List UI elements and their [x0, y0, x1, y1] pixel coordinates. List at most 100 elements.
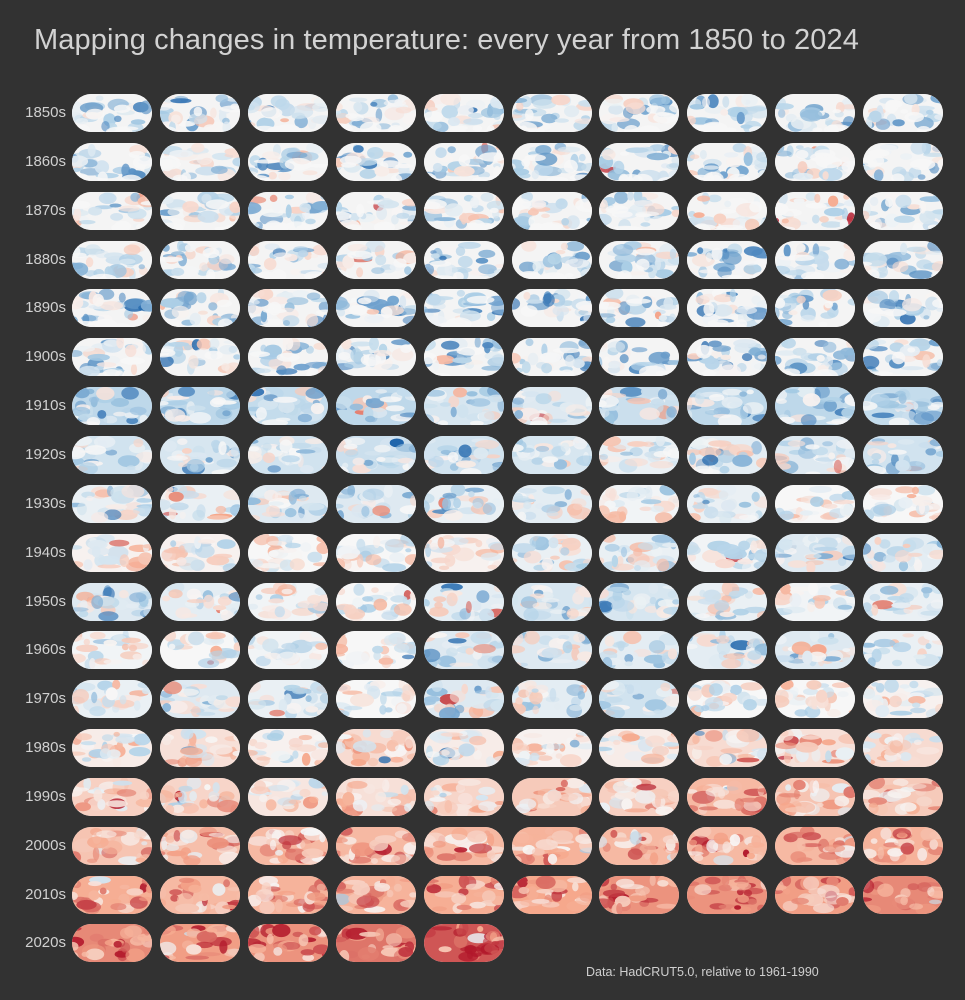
year-map-2024 [423, 924, 504, 963]
year-map-1928 [775, 435, 856, 474]
year-map-svg [72, 680, 152, 719]
year-map-1880 [72, 240, 152, 279]
year-map-svg [335, 240, 416, 279]
year-map-1954 [423, 582, 504, 621]
year-map-2011 [159, 875, 240, 914]
decade-label: 1910s [25, 397, 66, 415]
year-map-svg [423, 338, 504, 377]
year-map-1980 [72, 729, 152, 768]
year-map-svg [687, 435, 768, 474]
year-map-svg [863, 533, 944, 572]
year-map-svg [687, 94, 768, 132]
year-map-svg [511, 729, 592, 768]
year-map-svg [687, 729, 768, 768]
year-map-svg [247, 875, 328, 914]
year-map-1878 [775, 191, 856, 230]
year-map-1876 [599, 191, 680, 230]
year-map-2022 [247, 924, 328, 963]
year-map-svg [687, 826, 768, 865]
year-map-1977 [687, 680, 768, 719]
year-map-1881 [159, 240, 240, 279]
year-map-1937 [687, 484, 768, 523]
year-map-svg [335, 777, 416, 816]
year-map-svg [599, 191, 680, 230]
year-map-1907 [687, 338, 768, 377]
year-map-2000 [72, 826, 152, 865]
year-map-2007 [687, 826, 768, 865]
year-map-svg [599, 484, 680, 523]
year-map-svg [687, 338, 768, 377]
year-map-1957 [687, 582, 768, 621]
year-map-svg [423, 533, 504, 572]
year-map-svg [511, 289, 592, 328]
year-map-svg [247, 680, 328, 719]
year-map-svg [775, 680, 856, 719]
year-map-2009 [863, 826, 944, 865]
year-map-1987 [687, 729, 768, 768]
year-map-svg [159, 582, 240, 621]
year-map-svg [863, 582, 944, 621]
year-map-1983 [335, 729, 416, 768]
decade-label: 1880s [25, 250, 66, 268]
year-map-1935 [511, 484, 592, 523]
year-map-1921 [159, 435, 240, 474]
year-map-1956 [599, 582, 680, 621]
year-map-svg [423, 191, 504, 230]
year-map-1945 [511, 533, 592, 572]
year-map-svg [247, 191, 328, 230]
year-map-svg [423, 289, 504, 328]
year-map-2008 [775, 826, 856, 865]
decade-label: 1970s [25, 690, 66, 708]
year-map-svg [423, 631, 504, 670]
year-map-svg [423, 924, 504, 963]
year-map-svg [775, 142, 856, 181]
year-map-svg [159, 435, 240, 474]
year-map-1894 [423, 289, 504, 328]
year-map-2001 [159, 826, 240, 865]
year-map-1922 [247, 435, 328, 474]
year-map-1917 [687, 387, 768, 426]
year-map-1912 [247, 387, 328, 426]
year-map-1992 [247, 777, 328, 816]
year-map-1906 [599, 338, 680, 377]
year-map-svg [159, 924, 240, 963]
year-map-1966 [599, 631, 680, 670]
year-map-svg [687, 533, 768, 572]
year-map-1890 [72, 289, 152, 328]
year-map-svg [511, 826, 592, 865]
year-map-1905 [511, 338, 592, 377]
year-map-svg [72, 875, 152, 914]
year-map-1982 [247, 729, 328, 768]
year-map-svg [511, 875, 592, 914]
decade-label: 2020s [25, 934, 66, 952]
year-map-2017 [687, 875, 768, 914]
year-map-1883 [335, 240, 416, 279]
year-map-1989 [863, 729, 944, 768]
year-map-svg [863, 875, 944, 914]
year-map-svg [687, 631, 768, 670]
year-map-svg [687, 240, 768, 279]
year-map-1868 [775, 142, 856, 181]
year-map-1899 [863, 289, 944, 328]
year-map-1882 [247, 240, 328, 279]
year-map-svg [775, 338, 856, 377]
year-map-svg [687, 142, 768, 181]
year-map-1864 [423, 142, 504, 181]
year-map-svg [247, 729, 328, 768]
year-map-1970 [72, 680, 152, 719]
year-map-svg [775, 289, 856, 328]
year-map-svg [72, 533, 152, 572]
year-map-svg [247, 582, 328, 621]
year-map-svg [423, 484, 504, 523]
year-map-1959 [863, 582, 944, 621]
year-map-2004 [423, 826, 504, 865]
year-map-1962 [247, 631, 328, 670]
year-map-1851 [159, 94, 240, 132]
year-map-svg [511, 142, 592, 181]
year-map-svg [247, 240, 328, 279]
decade-label: 1930s [25, 494, 66, 512]
year-map-1859 [863, 94, 944, 132]
year-map-svg [159, 289, 240, 328]
year-map-svg [335, 387, 416, 426]
year-map-1997 [687, 777, 768, 816]
